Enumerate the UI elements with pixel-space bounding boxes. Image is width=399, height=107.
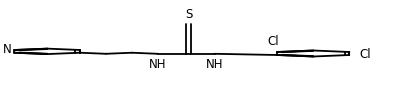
Text: S: S [185,8,192,21]
Text: N: N [2,44,11,56]
Text: NH: NH [149,58,166,71]
Text: Cl: Cl [267,35,279,48]
Text: Cl: Cl [359,48,371,62]
Text: NH: NH [206,58,223,71]
